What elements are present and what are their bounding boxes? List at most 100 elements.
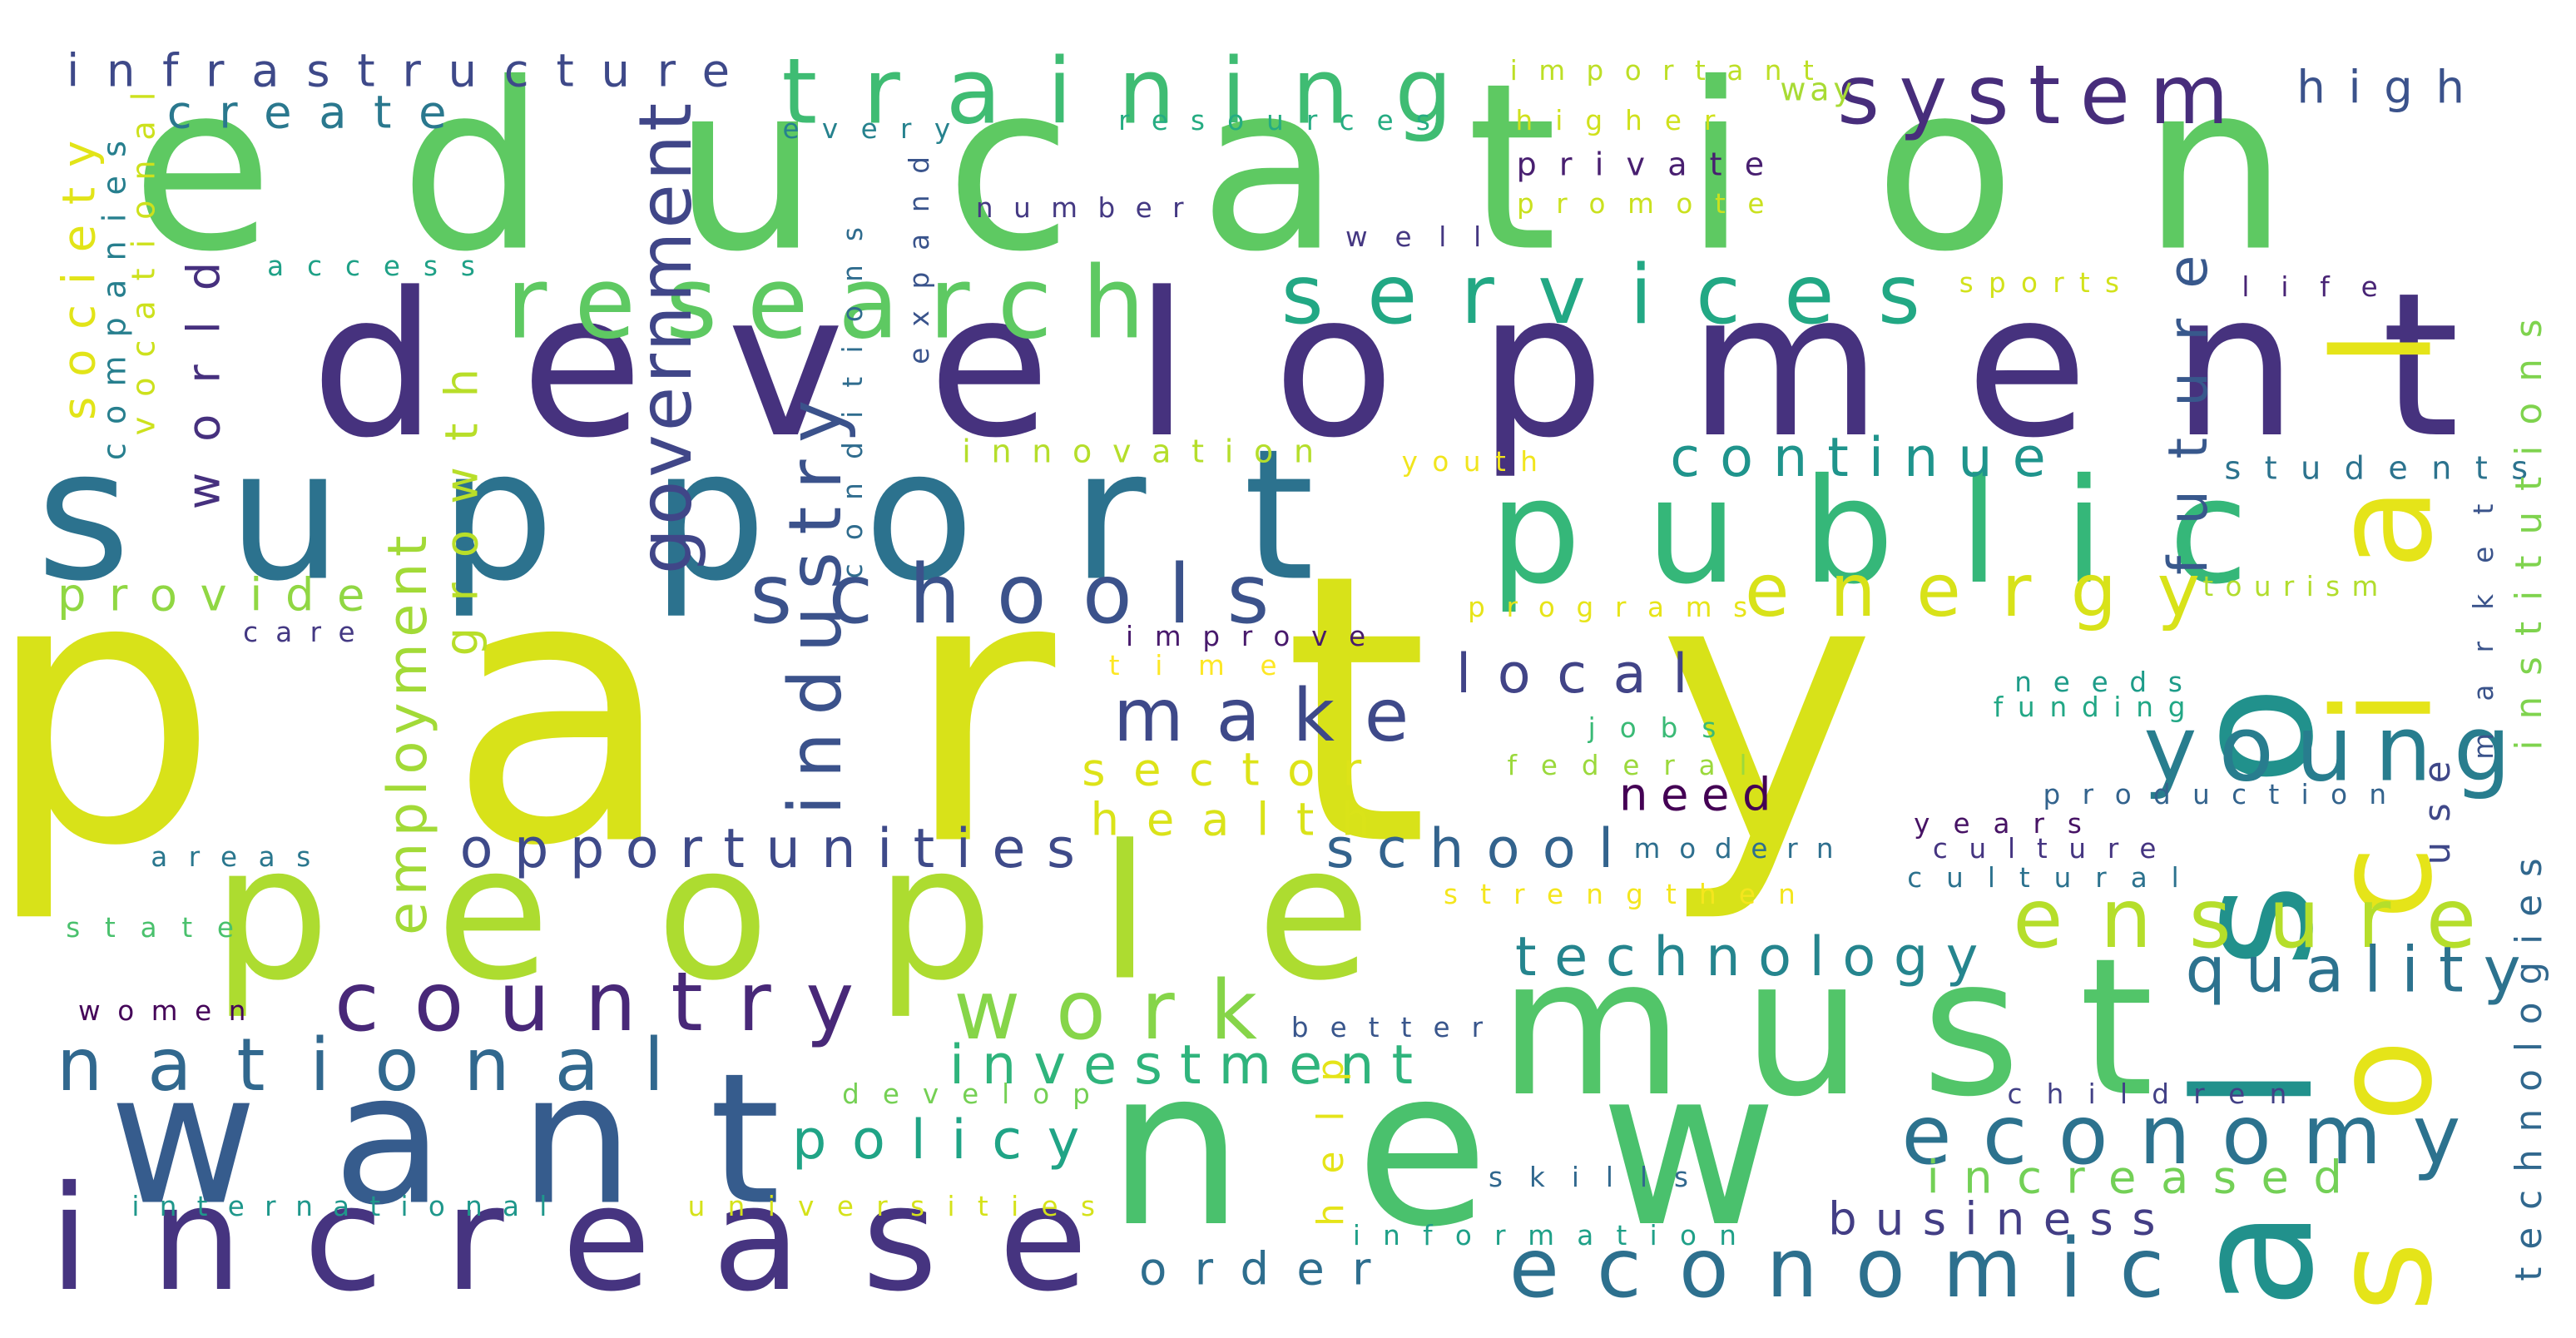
cloud-word-conditions: conditions (837, 204, 869, 579)
cloud-word-want: want (109, 1035, 855, 1246)
cloud-word-state: state (66, 912, 259, 944)
cloud-word-policy: policy (792, 1108, 1105, 1172)
cloud-word-social: social (2306, 211, 2463, 1312)
cloud-word-programs: programs (1468, 592, 1769, 623)
cloud-word-opportunities: opportunities (460, 817, 1097, 880)
cloud-word-every: every (782, 113, 973, 145)
cloud-word-growth: growth (436, 343, 488, 657)
cloud-word-time: time (1109, 650, 1312, 681)
cloud-word-technology: technology (1515, 925, 1996, 989)
cloud-word-economy: economy (1901, 1088, 2491, 1183)
cloud-word-energy: energy (1745, 548, 2241, 633)
cloud-word-jobs: jobs (1588, 712, 1741, 744)
cloud-word-strengthen: strengthen (1444, 879, 1818, 910)
cloud-word-system: system (1837, 48, 2248, 143)
cloud-word-quality: quality (2186, 933, 2541, 1007)
cloud-word-development: development (311, 250, 2544, 482)
cloud-word-production: production (2043, 779, 2409, 810)
cloud-word-expand: expand (904, 135, 935, 364)
cloud-word-federal: federal (1508, 750, 1771, 781)
cloud-word-develop: develop (842, 1078, 1113, 1110)
cloud-word-companies: companies (97, 122, 133, 460)
cloud-word-well: well (1345, 221, 1508, 253)
cloud-word-health: health (1091, 794, 1398, 846)
cloud-word-need: need (1619, 769, 1784, 821)
cloud-word-care: care (243, 617, 373, 648)
cloud-word-life: life (2242, 271, 2409, 303)
cloud-word-cultural: cultural (1907, 862, 2202, 894)
cloud-word-research: research (506, 246, 1175, 362)
cloud-word-needs: needs (2014, 667, 2203, 698)
cloud-word-help: help (1310, 1028, 1352, 1226)
cloud-word-business: business (1828, 1193, 2174, 1246)
cloud-word-infrastructure: infrastructure (67, 45, 757, 97)
cloud-word-institutions: institutions (2509, 298, 2550, 750)
cloud-word-youth: youth (1402, 446, 1553, 478)
cloud-word-number: number (976, 192, 1204, 224)
cloud-word-schools: schools (750, 548, 1305, 642)
cloud-word-training: training (781, 39, 1498, 145)
cloud-word-make: make (1113, 673, 1441, 758)
cloud-word-sector: sector (1082, 744, 1389, 796)
cloud-word-local: local (1456, 642, 1714, 706)
cloud-word-students: students (2224, 450, 2551, 487)
cloud-word-create: create (167, 87, 474, 139)
cloud-word-international: international (131, 1191, 567, 1222)
cloud-word-industry: industry (773, 383, 858, 815)
cloud-word-high: high (2296, 62, 2487, 114)
cloud-word-new: new (1107, 1022, 1889, 1275)
cloud-word-technologies: technologies (2509, 840, 2550, 1281)
cloud-word-promote: promote (1517, 188, 1786, 220)
cloud-word-way: way (1780, 72, 1855, 108)
cloud-word-provide: provide (57, 569, 388, 622)
cloud-word-increase: increase (49, 1156, 1149, 1324)
cloud-word-information: information (1353, 1220, 1759, 1251)
cloud-word-also: also (2160, 588, 2350, 1309)
cloud-word-modern: modern (1634, 833, 1853, 865)
cloud-word-national: national (57, 1023, 709, 1108)
cloud-word-ensure: ensure (2013, 872, 2514, 967)
cloud-word-investment: investment (949, 1033, 1430, 1097)
cloud-word-areas: areas (151, 841, 332, 873)
cloud-word-society: society (53, 121, 106, 420)
cloud-word-funding: funding (1994, 691, 2200, 723)
cloud-word-resources: resources (1118, 105, 1453, 136)
cloud-word-higher: higher (1515, 105, 1737, 136)
cloud-word-women: women (78, 995, 263, 1027)
cloud-word-skills: skills (1489, 1162, 1715, 1193)
cloud-word-better: better (1291, 1012, 1504, 1043)
cloud-word-economic: economic (1509, 1222, 2202, 1316)
cloud-word-order: order (1139, 1243, 1399, 1296)
cloud-word-must: must (1499, 917, 2212, 1138)
cloud-word-education: education (131, 35, 2415, 303)
cloud-word-country: country (334, 955, 889, 1050)
cloud-word-support: support (37, 411, 1412, 622)
cloud-word-access: access (267, 250, 498, 282)
cloud-word-innovation: innovation (962, 434, 1335, 470)
cloud-word-private: private (1517, 146, 1787, 183)
cloud-word-children: children (2007, 1078, 2311, 1110)
cloud-word-school: school (1326, 817, 1637, 880)
cloud-word-world: world (178, 231, 230, 510)
cloud-word-improve: improve (1126, 621, 1387, 652)
cloud-word-culture: culture (1933, 833, 2177, 865)
cloud-word-future: future (2157, 224, 2220, 575)
cloud-word-work: work (954, 964, 1292, 1058)
cloud-word-market: market (2468, 472, 2499, 759)
cloud-word-increased: increased (1927, 1152, 2367, 1204)
cloud-word-important: important (1510, 55, 1835, 87)
cloud-word-employment: employment (376, 529, 439, 935)
cloud-word-young: young (2143, 696, 2533, 802)
cloud-word-universities: universities (688, 1191, 1118, 1222)
cloud-word-government: government (623, 100, 708, 574)
cloud-word-years: years (1914, 808, 2105, 840)
cloud-word-people: people (212, 805, 1477, 1022)
cloud-word-tourism: tourism (2202, 571, 2390, 602)
cloud-word-use: use (2417, 741, 2459, 865)
cloud-word-services: services (1281, 248, 1964, 343)
cloud-word-public: public (1489, 448, 2313, 617)
cloud-word-continue: continue (1670, 426, 2065, 489)
